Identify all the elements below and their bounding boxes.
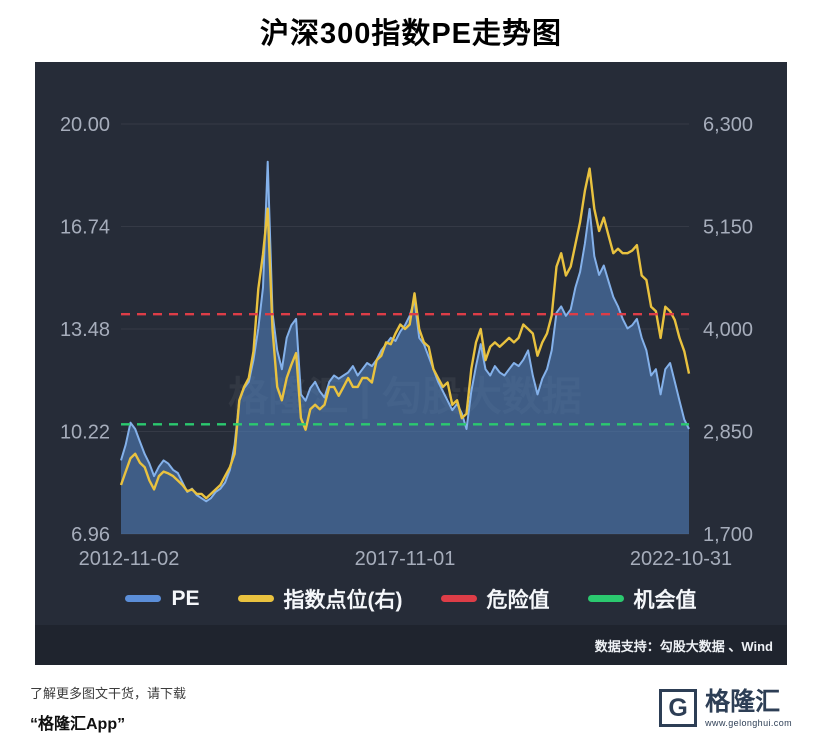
logo-url: www.gelonghui.com bbox=[705, 717, 792, 728]
legend-item-0: PE bbox=[125, 586, 200, 611]
svg-text:5,150: 5,150 bbox=[703, 217, 753, 239]
chart-title: 沪深300指数PE走势图 bbox=[259, 18, 563, 50]
legend-swatch-1 bbox=[237, 595, 274, 602]
legend-swatch-2 bbox=[440, 595, 477, 602]
svg-text:16.74: 16.74 bbox=[60, 217, 110, 239]
chart-legend: PE 指数点位(右) 危险值 机会值 bbox=[35, 572, 787, 625]
svg-text:2012-11-02: 2012-11-02 bbox=[79, 548, 180, 570]
svg-text:6.96: 6.96 bbox=[71, 524, 110, 546]
logo-g-icon: G bbox=[659, 689, 698, 728]
pe-trend-svg: 20.00 6,300 16.74 5,150 13.48 4,000 10.22 2,850… bbox=[60, 114, 753, 570]
svg-text:1,700: 1,700 bbox=[703, 524, 753, 546]
legend-label-3: 机会值 bbox=[633, 588, 697, 612]
gelonghui-logo: G 格隆汇 www.gelonghui.com bbox=[659, 689, 792, 728]
logo-text: 格隆汇 bbox=[705, 688, 781, 717]
legend-item-1: 指数点位(右) bbox=[237, 584, 403, 614]
svg-text:2017-11-01: 2017-11-01 bbox=[355, 548, 456, 570]
promo-block: 了解更多图文干货，请下载 “格隆汇App” bbox=[30, 683, 186, 734]
svg-text:20.00: 20.00 bbox=[60, 114, 110, 136]
footer: 了解更多图文干货，请下载 “格隆汇App” G 格隆汇 www.gelonghu… bbox=[0, 665, 822, 752]
svg-text:6,300: 6,300 bbox=[703, 114, 753, 136]
legend-label-0: PE bbox=[171, 586, 200, 610]
svg-text:13.48: 13.48 bbox=[60, 319, 110, 341]
legend-label-2: 危险值 bbox=[486, 588, 550, 612]
legend-item-3: 机会值 bbox=[587, 584, 697, 614]
svg-text:4,000: 4,000 bbox=[703, 319, 753, 341]
data-support-strip: 数据支持：勾股大数据 、Wind bbox=[35, 625, 787, 665]
promo-line2: “格隆汇App” bbox=[30, 716, 126, 733]
legend-swatch-0 bbox=[125, 595, 162, 602]
svg-text:2,850: 2,850 bbox=[703, 422, 753, 444]
svg-text:2022-10-31: 2022-10-31 bbox=[630, 548, 732, 570]
legend-label-1: 指数点位(右) bbox=[283, 588, 403, 612]
legend-item-2: 危险值 bbox=[440, 584, 550, 614]
svg-text:10.22: 10.22 bbox=[60, 422, 110, 444]
promo-line1: 了解更多图文干货，请下载 bbox=[30, 686, 187, 701]
legend-swatch-3 bbox=[587, 595, 624, 602]
logo-text-block: 格隆汇 www.gelonghui.com bbox=[705, 689, 792, 728]
title-bar: 沪深300指数PE走势图 bbox=[0, 0, 822, 62]
data-support-text: 数据支持：勾股大数据 、Wind bbox=[594, 638, 773, 654]
chart-panel: 20.00 6,300 16.74 5,150 13.48 4,000 10.22 2,850… bbox=[35, 62, 787, 625]
